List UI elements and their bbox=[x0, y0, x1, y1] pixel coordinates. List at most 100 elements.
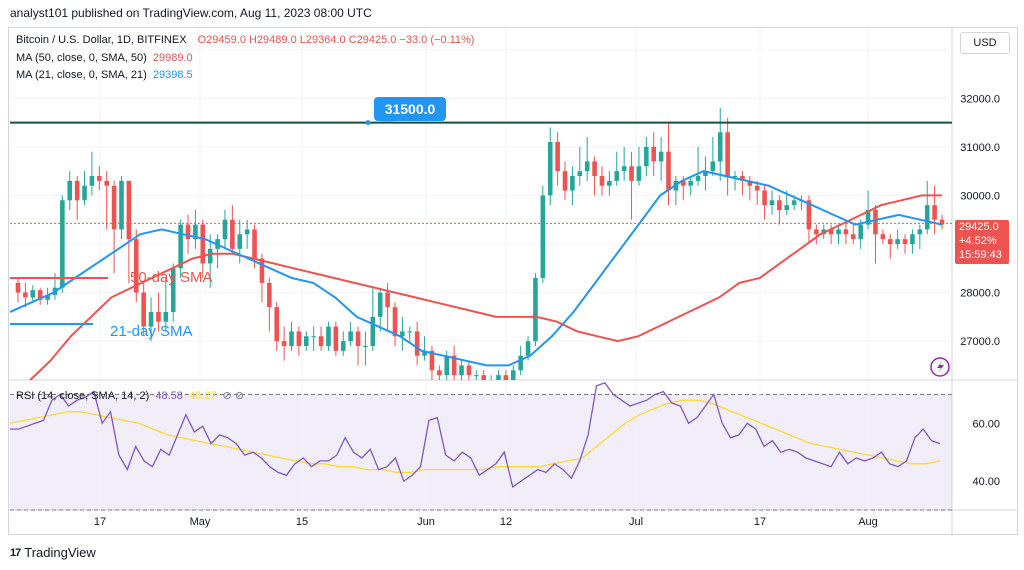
candle-body bbox=[459, 365, 464, 376]
candle-body bbox=[451, 355, 457, 376]
candle-body bbox=[74, 180, 80, 201]
candle-body bbox=[67, 180, 73, 201]
rsi-tick-label: 40.00 bbox=[972, 476, 1000, 488]
rsi-sma-line bbox=[9, 399, 941, 474]
candle-body bbox=[791, 200, 797, 206]
candle-body bbox=[518, 355, 523, 371]
resistance-label[interactable]: 31500.0 bbox=[374, 97, 446, 121]
candle-body bbox=[525, 341, 531, 356]
candle-body bbox=[414, 331, 420, 356]
legend-ma21-row: MA (21, close, 0, SMA, 21) 29398.5 bbox=[16, 69, 193, 81]
candle-body bbox=[318, 336, 324, 346]
symbol-name[interactable]: Bitcoin / U.S. Dollar, 1D, BITFINEX bbox=[16, 34, 187, 46]
candle-body bbox=[910, 234, 915, 244]
time-tick-label: 15 bbox=[296, 516, 308, 528]
candle-body bbox=[851, 234, 856, 240]
time-tick-label: 17 bbox=[94, 516, 106, 528]
rsi-label[interactable]: RSI (14, close, SMA, 14, 2) bbox=[16, 390, 150, 402]
candle-body bbox=[348, 331, 353, 342]
ma50-label[interactable]: MA (50, close, 0, SMA, 50) bbox=[16, 52, 147, 64]
candle-body bbox=[570, 176, 575, 191]
chart-frame bbox=[8, 27, 1018, 535]
candle-body bbox=[111, 185, 117, 230]
ma21-line bbox=[10, 170, 943, 367]
candle-body bbox=[200, 224, 206, 264]
candle-body bbox=[185, 224, 191, 240]
candle-body bbox=[230, 219, 235, 249]
candle-body bbox=[703, 171, 708, 176]
currency-button[interactable]: USD bbox=[960, 32, 1010, 54]
candle-body bbox=[207, 248, 213, 264]
candle-body bbox=[843, 229, 849, 235]
candle-body bbox=[30, 290, 36, 298]
candle-body bbox=[281, 341, 287, 346]
eye-off-icon[interactable]: ⊘ bbox=[222, 390, 232, 402]
candle-body bbox=[392, 307, 398, 337]
candle-body bbox=[932, 205, 937, 220]
candle-body bbox=[621, 166, 627, 172]
candle-body bbox=[895, 239, 900, 244]
settings-icon[interactable]: ⊘ bbox=[234, 390, 245, 402]
candle-body bbox=[156, 312, 161, 322]
candle-body bbox=[814, 229, 819, 235]
candle-body bbox=[858, 224, 863, 240]
candle-body bbox=[732, 176, 738, 177]
candle-body bbox=[15, 282, 21, 293]
candle-body bbox=[326, 326, 331, 346]
candle-body bbox=[481, 375, 486, 380]
candle-body bbox=[688, 180, 693, 186]
candle-body bbox=[503, 375, 509, 380]
candle-body bbox=[252, 229, 257, 259]
candle-body bbox=[599, 176, 605, 186]
candle-body bbox=[784, 205, 790, 210]
candle-body bbox=[747, 180, 753, 186]
candle-body bbox=[695, 176, 701, 181]
legend-ma50-row: MA (50, close, 0, SMA, 50) 29989.0 bbox=[16, 52, 193, 64]
candle-body bbox=[422, 350, 427, 356]
ma50-annotation-text: 50-day SMA bbox=[130, 269, 213, 286]
candle-body bbox=[577, 171, 583, 176]
candle-body bbox=[163, 312, 169, 322]
candle-body bbox=[222, 219, 228, 240]
price-tick-label: 30000.0 bbox=[960, 190, 1000, 202]
candle-body bbox=[385, 292, 390, 308]
bar-countdown: 15:59:43 bbox=[959, 249, 1002, 261]
price-tick-label: 31000.0 bbox=[960, 142, 1000, 154]
ma50-line bbox=[28, 194, 942, 380]
candle-body bbox=[119, 180, 124, 230]
candle-body bbox=[363, 346, 368, 347]
candle-body bbox=[148, 312, 154, 327]
rsi-line bbox=[10, 382, 941, 488]
time-tick-label: Jun bbox=[417, 516, 435, 528]
ma21-label[interactable]: MA (21, close, 0, SMA, 21) bbox=[16, 69, 147, 81]
resistance-anchor bbox=[365, 120, 371, 126]
candle-body bbox=[303, 336, 309, 346]
candle-body bbox=[333, 326, 339, 351]
candle-body bbox=[126, 180, 132, 240]
candle-body bbox=[725, 132, 730, 176]
candle-body bbox=[836, 229, 841, 235]
candle-body bbox=[259, 258, 265, 283]
candle-body bbox=[939, 219, 945, 225]
legend-symbol-row: Bitcoin / U.S. Dollar, 1D, BITFINEX O294… bbox=[16, 34, 474, 46]
candle-body bbox=[60, 200, 65, 288]
candle-body bbox=[540, 195, 546, 278]
candle-body bbox=[355, 331, 361, 346]
candle-body bbox=[311, 336, 316, 338]
candle-body bbox=[680, 180, 686, 186]
candle-body bbox=[237, 234, 243, 249]
candle-body bbox=[400, 331, 405, 337]
candle-body bbox=[274, 307, 280, 342]
candle-body bbox=[917, 229, 923, 235]
candle-body bbox=[555, 142, 560, 172]
tradingview-brand[interactable]: TradingView bbox=[24, 545, 96, 560]
last-price-tag: 29425.0 +4.52% 15:59:43 bbox=[955, 220, 1009, 264]
price-tick-label: 32000.0 bbox=[960, 93, 1000, 105]
candle-body bbox=[629, 166, 634, 181]
candle-body bbox=[340, 341, 346, 351]
publisher-line: analyst101 published on TradingView.com,… bbox=[10, 6, 372, 20]
candle-body bbox=[474, 375, 479, 377]
price-change: +4.52% bbox=[959, 235, 997, 247]
candle-body bbox=[658, 151, 664, 162]
